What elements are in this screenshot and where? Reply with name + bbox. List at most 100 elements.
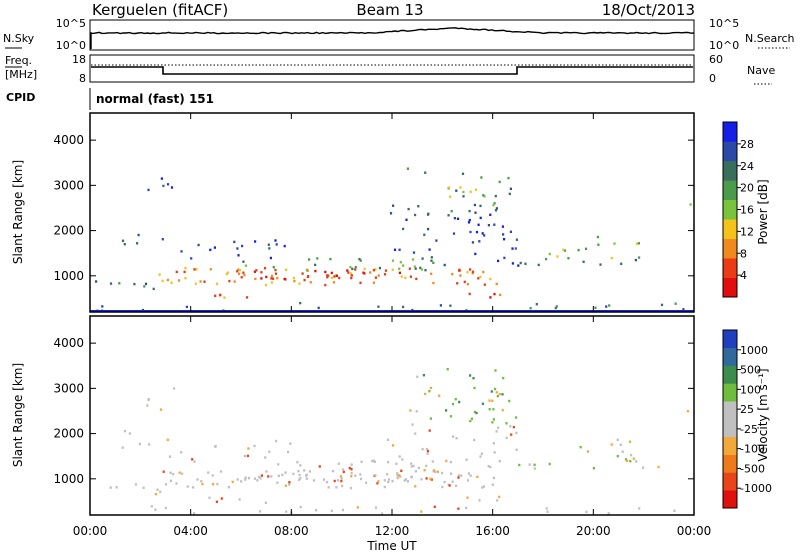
velocity-cell [396, 472, 399, 475]
velocity-cell [616, 455, 619, 458]
velocity-cell [391, 479, 394, 483]
power-cell [495, 207, 498, 210]
velocity-cell [470, 417, 473, 420]
velocity-cell [359, 473, 362, 476]
power-cell [143, 285, 146, 288]
power-cell [414, 213, 417, 217]
velocity-cell [260, 474, 263, 477]
velocity-cell [134, 483, 137, 486]
velocity-cell [476, 475, 479, 478]
colorbar-tick-label: 16 [740, 204, 754, 217]
velocity-cell [478, 499, 481, 502]
power-cell [421, 257, 424, 260]
colorbar-tick-label: 4 [740, 269, 747, 282]
velocity-cell [403, 479, 406, 482]
velocity-cell [270, 475, 273, 478]
power-cell [450, 210, 453, 213]
velocity-cell [630, 453, 633, 457]
y-tick-label: 1000 [53, 472, 84, 486]
colorbar-swatch [723, 219, 737, 239]
power-cell [215, 282, 219, 285]
velocity-cell [164, 483, 168, 486]
velocity-cell [452, 435, 455, 438]
velocity-cell [425, 447, 428, 451]
power-cell [563, 249, 567, 252]
power-cell [293, 279, 296, 283]
power-cell [245, 296, 249, 299]
power-cell [374, 268, 377, 271]
beam-title: Beam 13 [356, 1, 423, 19]
power-cell [377, 305, 380, 308]
power-cell [419, 266, 422, 270]
power-cell [582, 260, 585, 263]
velocity-cell [488, 399, 491, 402]
power-cell [453, 217, 456, 220]
colorbar-swatch [723, 365, 737, 384]
velocity-cell [466, 496, 469, 499]
velocity-cell [492, 418, 495, 421]
velocity-cell [191, 458, 194, 461]
power-cell [283, 277, 286, 281]
velocity-cell [412, 464, 415, 468]
power-cell [474, 188, 478, 191]
colorbar-swatch [723, 122, 737, 142]
velocity-cell [265, 470, 268, 473]
velocity-cell [482, 485, 486, 488]
velocity-cell [305, 477, 308, 480]
power-cell [324, 283, 327, 287]
power-cell [237, 268, 240, 271]
velocity-cell [466, 479, 470, 482]
power-ylabel: Slant Range [km] [11, 160, 25, 264]
velocity-cell [315, 509, 318, 512]
velocity-cell [115, 486, 118, 489]
power-cell [511, 247, 514, 250]
velocity-cell [193, 460, 196, 463]
velocity-cell [374, 506, 378, 509]
velocity-cell [216, 482, 219, 486]
x-axis-label: Time UT [366, 539, 417, 553]
power-cell [493, 223, 496, 226]
freq-panel [89, 54, 695, 83]
power-cell [474, 211, 477, 214]
velocity-cell [491, 421, 494, 424]
velocity-cell [505, 422, 508, 425]
velocity-cell [491, 483, 494, 486]
power-cell [369, 271, 372, 274]
velocity-cell [416, 375, 419, 378]
velocity-cell [284, 471, 287, 474]
colorbar-tick-label: 100 [740, 383, 761, 396]
velocity-cell [380, 512, 384, 515]
power-cell [314, 269, 317, 273]
velocity-cell [491, 399, 494, 402]
colorbar-frame [722, 329, 738, 509]
power-cell [358, 258, 361, 261]
velocity-cell [275, 439, 278, 443]
power-cell [402, 305, 405, 309]
velocity-cell [492, 476, 495, 480]
power-cell [161, 279, 164, 283]
power-cell [317, 306, 320, 310]
colorbar-swatch [723, 436, 737, 455]
x-tick-label: 00:00 [73, 524, 108, 538]
power-cell [393, 248, 397, 251]
power-cell [274, 272, 278, 275]
velocity-cell [348, 466, 351, 470]
power-cell [408, 267, 411, 270]
power-cell [577, 248, 580, 252]
velocity-cell [147, 398, 150, 401]
velocity-cell [414, 470, 417, 473]
velocity-cell [246, 454, 249, 458]
velocity-cell [146, 404, 149, 407]
power-cell [599, 263, 602, 266]
nsky-tick-bottom: 10^0 [56, 39, 86, 52]
velocity-cell [417, 466, 420, 470]
velocity-cell [208, 496, 211, 499]
power-cell [332, 281, 336, 284]
velocity-cell [214, 445, 217, 448]
velocity-cell [376, 482, 379, 485]
velocity-cell [299, 464, 302, 467]
power-cell [584, 247, 588, 250]
nave-label: Nave [747, 64, 775, 77]
velocity-cell [150, 505, 153, 508]
power-cell [263, 267, 267, 270]
